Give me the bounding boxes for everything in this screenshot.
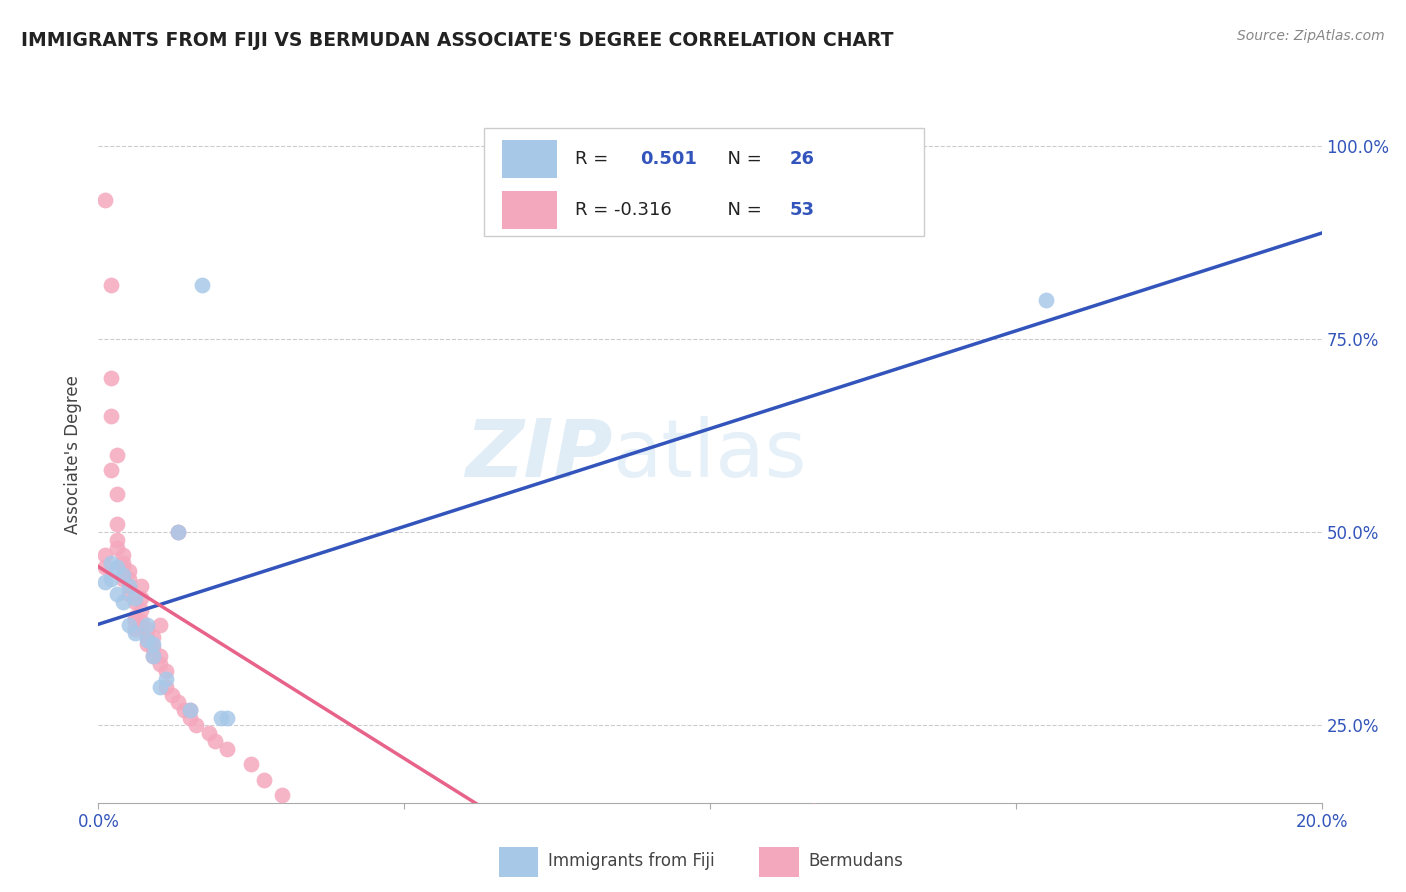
Point bbox=[105, 486, 128, 500]
Point bbox=[215, 741, 238, 756]
Point bbox=[167, 525, 190, 540]
Point bbox=[179, 703, 201, 717]
Point bbox=[124, 622, 146, 636]
Point bbox=[111, 549, 134, 563]
Point bbox=[105, 560, 128, 574]
Point bbox=[197, 726, 219, 740]
Point bbox=[118, 564, 141, 578]
Point bbox=[111, 572, 134, 586]
Point bbox=[149, 680, 172, 694]
Point bbox=[155, 672, 177, 686]
Point bbox=[149, 657, 172, 671]
Point bbox=[155, 665, 177, 679]
Point bbox=[118, 579, 141, 593]
Point bbox=[240, 757, 263, 772]
Point bbox=[100, 277, 122, 292]
Text: 26: 26 bbox=[790, 150, 814, 168]
Point bbox=[167, 695, 190, 709]
Point bbox=[105, 541, 128, 555]
Point bbox=[155, 680, 177, 694]
Text: Bermudans: Bermudans bbox=[808, 852, 903, 870]
Text: IMMIGRANTS FROM FIJI VS BERMUDAN ASSOCIATE'S DEGREE CORRELATION CHART: IMMIGRANTS FROM FIJI VS BERMUDAN ASSOCIA… bbox=[21, 31, 894, 50]
Point bbox=[93, 575, 115, 590]
Point bbox=[93, 193, 115, 207]
Point bbox=[124, 610, 146, 624]
Point bbox=[142, 648, 165, 663]
Point bbox=[118, 572, 141, 586]
Point bbox=[803, 804, 825, 818]
Point bbox=[179, 711, 201, 725]
Point bbox=[142, 637, 165, 651]
Point bbox=[191, 277, 214, 292]
Text: N =: N = bbox=[716, 201, 768, 219]
Point bbox=[118, 587, 141, 601]
Text: R =: R = bbox=[575, 150, 620, 168]
Point bbox=[136, 630, 159, 644]
Point bbox=[136, 637, 159, 651]
Point bbox=[129, 614, 152, 628]
Point bbox=[209, 711, 232, 725]
Point bbox=[111, 595, 134, 609]
Point bbox=[186, 718, 208, 732]
Point bbox=[167, 525, 190, 540]
Text: Immigrants from Fiji: Immigrants from Fiji bbox=[548, 852, 716, 870]
Point bbox=[124, 625, 146, 640]
FancyBboxPatch shape bbox=[502, 191, 557, 229]
FancyBboxPatch shape bbox=[484, 128, 924, 235]
Point bbox=[100, 409, 122, 424]
Point bbox=[136, 633, 159, 648]
Text: ZIP: ZIP bbox=[465, 416, 612, 494]
Point bbox=[129, 602, 152, 616]
Point bbox=[105, 517, 128, 532]
Point bbox=[118, 579, 141, 593]
Point bbox=[142, 630, 165, 644]
Y-axis label: Associate's Degree: Associate's Degree bbox=[65, 376, 83, 534]
Point bbox=[136, 618, 159, 632]
Point bbox=[124, 591, 146, 605]
Point bbox=[124, 595, 146, 609]
Point bbox=[142, 641, 165, 656]
Point bbox=[105, 448, 128, 462]
Point bbox=[100, 463, 122, 477]
Point bbox=[100, 572, 122, 586]
Text: 53: 53 bbox=[790, 201, 814, 219]
Text: atlas: atlas bbox=[612, 416, 807, 494]
Point bbox=[111, 556, 134, 570]
Text: Source: ZipAtlas.com: Source: ZipAtlas.com bbox=[1237, 29, 1385, 43]
Point bbox=[179, 703, 201, 717]
Point bbox=[124, 614, 146, 628]
Point bbox=[129, 591, 152, 605]
Point bbox=[105, 587, 128, 601]
FancyBboxPatch shape bbox=[502, 140, 557, 178]
Point bbox=[204, 734, 226, 748]
Point bbox=[270, 788, 292, 802]
Point bbox=[142, 648, 165, 663]
Point bbox=[111, 560, 134, 574]
Point bbox=[100, 556, 122, 570]
Point bbox=[173, 703, 195, 717]
Point bbox=[149, 618, 172, 632]
Point bbox=[129, 579, 152, 593]
Text: N =: N = bbox=[716, 150, 768, 168]
Point bbox=[215, 711, 238, 725]
Point bbox=[93, 560, 115, 574]
Point bbox=[252, 772, 274, 787]
Point bbox=[118, 618, 141, 632]
Point bbox=[111, 567, 134, 582]
Point bbox=[105, 533, 128, 547]
Point bbox=[93, 549, 115, 563]
Point bbox=[149, 648, 172, 663]
Point bbox=[100, 370, 122, 384]
Point bbox=[136, 622, 159, 636]
Text: R = -0.316: R = -0.316 bbox=[575, 201, 672, 219]
Point bbox=[160, 688, 183, 702]
Point bbox=[1035, 293, 1057, 308]
Text: 0.501: 0.501 bbox=[640, 150, 697, 168]
